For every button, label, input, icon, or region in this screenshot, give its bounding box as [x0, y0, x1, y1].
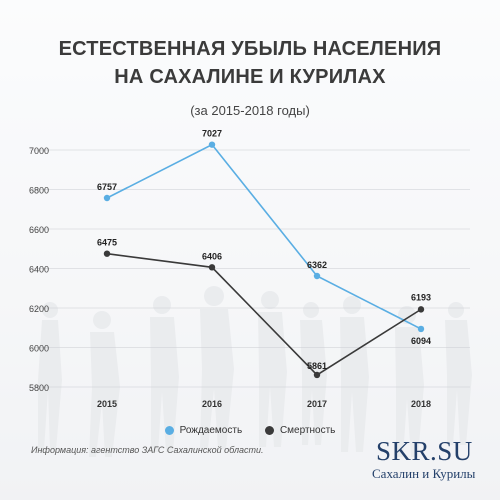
series-line-1 [106, 252, 422, 376]
data-label-1-3: 6193 [411, 292, 431, 302]
y-tick-label-6600: 6600 [29, 225, 49, 235]
chart-title-line1: ЕСТЕСТВЕННАЯ УБЫЛЬ НАСЕЛЕНИЯ [58, 38, 442, 60]
y-tick-label-6200: 6200 [29, 304, 49, 314]
chart-subtitle: (за 2015-2018 годы) [190, 103, 310, 118]
legend-item-deaths: Смертность [264, 425, 336, 436]
data-label-1-1: 6406 [202, 251, 222, 261]
series-line-0 [106, 143, 422, 330]
data-label-0-1: 7027 [202, 129, 222, 139]
legend-label-deaths: Смертность [279, 425, 336, 436]
data-label-1-0: 6475 [97, 238, 117, 248]
y-tick-label-6000: 6000 [29, 344, 49, 354]
data-point-0-0 [103, 194, 111, 202]
brand-subtitle: Сахалин и Курилы [372, 466, 476, 481]
data-point-0-2 [313, 272, 321, 280]
chart-title-line2: НА САХАЛИНЕ И КУРИЛАХ [114, 66, 386, 88]
data-point-0-1 [208, 141, 216, 148]
y-tick-label-5800: 5800 [29, 383, 49, 393]
data-label-1-2: 5861 [307, 361, 327, 371]
legend-swatch-deaths [264, 426, 274, 435]
x-tick-label-2016: 2016 [202, 399, 222, 409]
y-tick-label-7000: 7000 [29, 146, 49, 156]
data-point-1-3 [417, 306, 425, 313]
data-label-0-2: 6362 [307, 260, 327, 270]
data-point-0-3 [417, 325, 425, 333]
source-note: Информация: агентство ЗАГС Сахалинской о… [31, 445, 264, 455]
data-label-0-3: 6094 [411, 336, 431, 346]
legend-item-births: Рождаемость [164, 425, 243, 436]
chart-legend: Рождаемость Смертность [0, 425, 500, 438]
data-label-0-0: 6757 [97, 182, 117, 192]
data-point-1-0 [103, 250, 111, 257]
legend-swatch-births [164, 426, 174, 435]
legend-label-births: Рождаемость [179, 425, 243, 436]
y-tick-label-6400: 6400 [29, 265, 49, 275]
x-tick-label-2015: 2015 [97, 399, 117, 409]
brand-logo[interactable]: SKR.SU [376, 436, 473, 466]
data-point-1-1 [208, 264, 216, 271]
data-point-1-2 [313, 371, 321, 379]
x-tick-label-2018: 2018 [411, 399, 431, 409]
y-tick-label-6800: 6800 [29, 186, 49, 196]
x-tick-label-2017: 2017 [307, 399, 327, 409]
